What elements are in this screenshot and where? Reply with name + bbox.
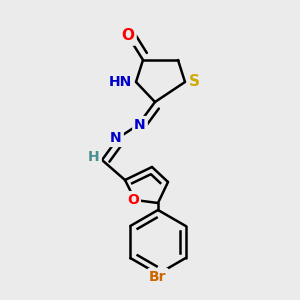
Text: HN: HN — [109, 75, 132, 89]
Text: H: H — [88, 150, 100, 164]
Text: N: N — [110, 131, 122, 145]
Text: O: O — [122, 28, 134, 44]
Text: S: S — [189, 74, 200, 89]
Text: N: N — [134, 118, 146, 132]
Text: O: O — [127, 193, 139, 207]
Text: Br: Br — [149, 270, 167, 284]
